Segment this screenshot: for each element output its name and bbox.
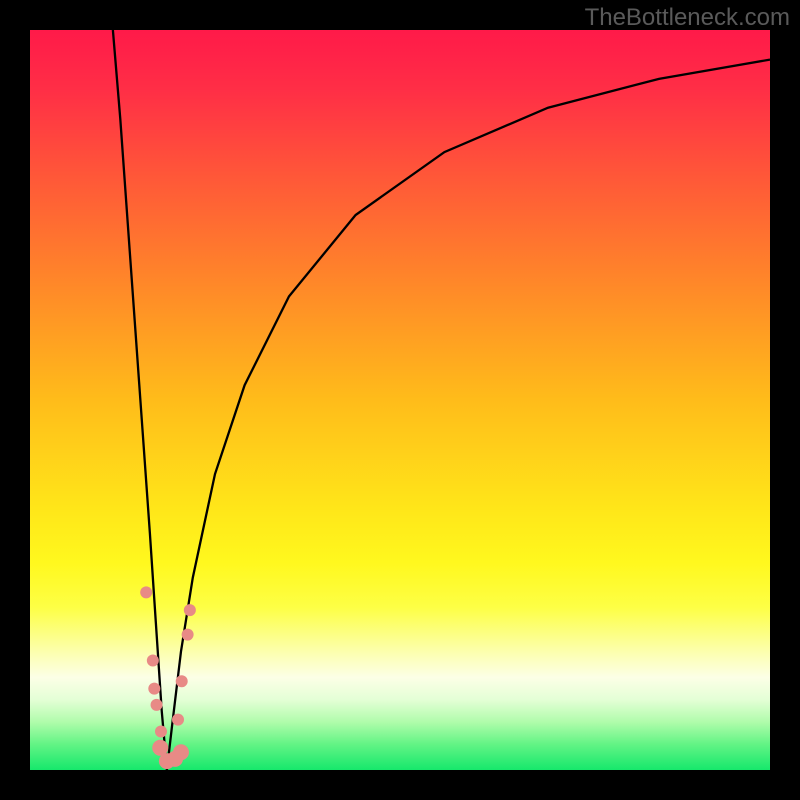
data-marker [140, 586, 152, 598]
data-marker [182, 629, 194, 641]
data-marker [172, 714, 184, 726]
chart-container: TheBottleneck.com [0, 0, 800, 800]
data-marker [151, 699, 163, 711]
data-marker [148, 683, 160, 695]
data-marker [173, 744, 189, 760]
data-marker [184, 604, 196, 616]
bottleneck-chart [0, 0, 800, 800]
data-marker [155, 726, 167, 738]
data-marker [176, 675, 188, 687]
border-bottom [0, 770, 800, 800]
border-left [0, 0, 30, 800]
watermark-text: TheBottleneck.com [585, 4, 790, 32]
data-marker [147, 654, 159, 666]
border-right [770, 0, 800, 800]
